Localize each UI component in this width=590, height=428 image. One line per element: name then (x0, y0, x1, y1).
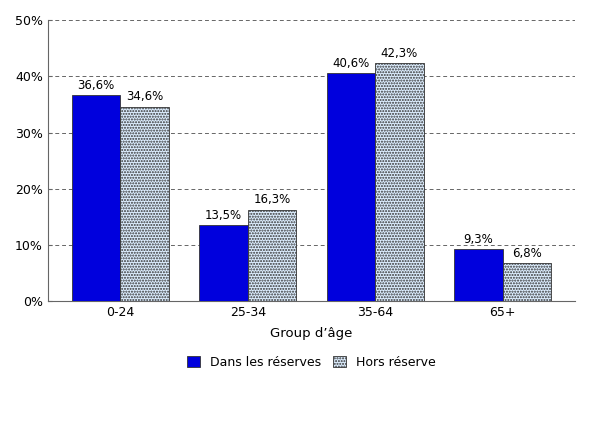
Legend: Dans les réserves, Hors réserve: Dans les réserves, Hors réserve (182, 351, 441, 374)
Text: 42,3%: 42,3% (381, 47, 418, 60)
X-axis label: Group d’âge: Group d’âge (270, 327, 353, 341)
Bar (375, 63, 424, 301)
Bar (503, 263, 551, 301)
Bar (120, 107, 169, 301)
Text: 40,6%: 40,6% (332, 56, 369, 69)
Bar (454, 249, 503, 301)
Text: 9,3%: 9,3% (464, 232, 493, 246)
Bar (248, 210, 296, 301)
Bar (72, 95, 120, 301)
Bar (199, 226, 248, 301)
Text: 36,6%: 36,6% (77, 79, 114, 92)
Text: 34,6%: 34,6% (126, 90, 163, 103)
Text: 13,5%: 13,5% (205, 209, 242, 222)
Text: 6,8%: 6,8% (512, 247, 542, 260)
Text: 16,3%: 16,3% (253, 193, 290, 206)
Bar (327, 73, 375, 301)
